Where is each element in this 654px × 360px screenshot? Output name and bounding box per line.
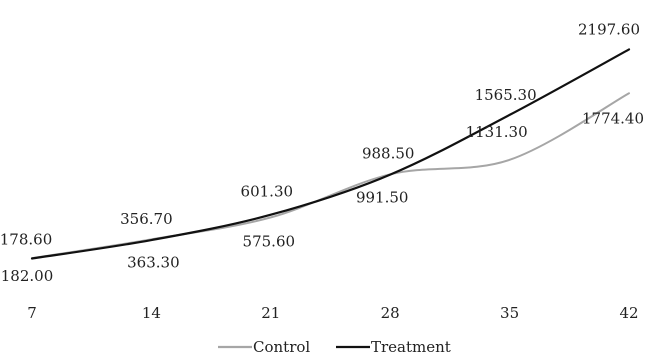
x-tick-label: 42 [619, 304, 638, 322]
data-label-treatment-42: 2197.60 [578, 20, 640, 38]
data-label-control-35: 1131.30 [466, 123, 528, 141]
x-tick-label: 28 [381, 304, 400, 322]
legend-label-control: Control [253, 338, 310, 356]
legend-item-control: Control [218, 338, 310, 356]
data-label-treatment-28: 988.50 [362, 145, 415, 163]
x-tick-label: 35 [500, 304, 519, 322]
data-label-treatment-35: 1565.30 [475, 86, 537, 104]
data-label-control-28: 991.50 [356, 188, 409, 206]
data-label-control-42: 1774.40 [582, 109, 644, 127]
legend: Control Treatment [218, 338, 451, 356]
data-label-control-21: 575.60 [243, 232, 296, 250]
legend-item-treatment: Treatment [336, 338, 451, 356]
series-line-control [31, 92, 630, 260]
x-tick-label: 7 [27, 304, 37, 322]
data-label-treatment-21: 601.30 [241, 183, 294, 201]
legend-label-treatment: Treatment [371, 338, 451, 356]
data-label-treatment-14: 356.70 [120, 210, 173, 228]
data-label-control-7: 182.00 [1, 267, 54, 285]
data-label-treatment-7: 178.60 [0, 231, 52, 249]
x-tick-label: 14 [142, 304, 161, 322]
x-axis-ticks: 7 14 21 28 35 42 [27, 304, 638, 322]
x-tick-label: 21 [261, 304, 280, 322]
series-line-treatment [30, 48, 631, 260]
series-layer [30, 48, 631, 260]
data-label-control-14: 363.30 [127, 253, 180, 271]
data-label-layer: 182.00 363.30 575.60 991.50 1131.30 1774.40 17… [0, 20, 644, 285]
